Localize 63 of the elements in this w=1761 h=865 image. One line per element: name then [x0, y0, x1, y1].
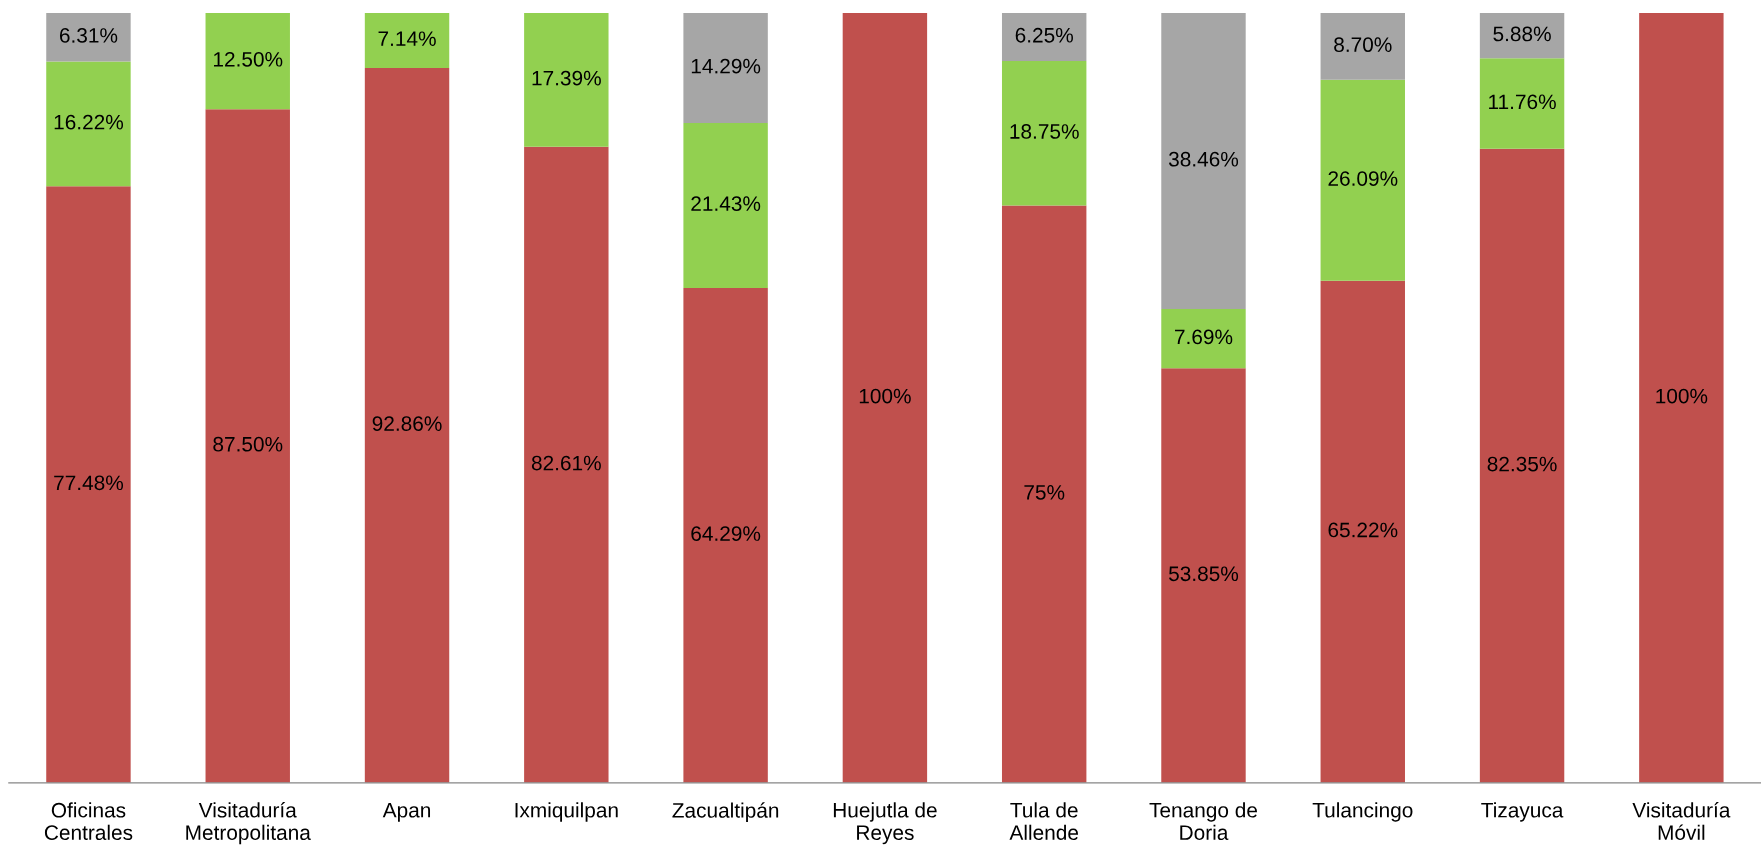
data-label: 75%	[1024, 485, 1065, 500]
x-tick-label: Oficinas Centrales	[44, 802, 133, 841]
data-label: 6.31%	[59, 28, 118, 43]
data-label: 53.85%	[1168, 566, 1239, 582]
x-tick-label: Huejutla de Reyes	[833, 802, 937, 845]
bar	[683, 122, 768, 288]
bar	[1001, 205, 1087, 783]
bar	[524, 12, 609, 147]
data-label: 87.50%	[213, 436, 283, 452]
data-label: 64.29%	[691, 526, 761, 541]
x-tick-label: Tizayuca	[1481, 802, 1564, 822]
bar	[46, 12, 131, 62]
bar	[524, 146, 609, 783]
bar	[842, 12, 928, 783]
bar	[1639, 12, 1724, 783]
data-label: 82.61%	[531, 455, 601, 471]
data-label: 77.48%	[54, 475, 124, 491]
x-tick-label: Zacualtipán	[672, 802, 779, 822]
x-tick-label: Apan	[382, 803, 431, 822]
bar	[683, 12, 768, 123]
bar	[364, 67, 450, 783]
bar	[1320, 12, 1405, 80]
bar	[364, 12, 450, 68]
bar	[46, 61, 131, 187]
data-label: 92.86%	[372, 416, 442, 431]
data-label: 8.70%	[1334, 37, 1392, 53]
bar	[1161, 368, 1246, 783]
bar	[1320, 280, 1405, 783]
bar	[46, 186, 131, 783]
bar	[1161, 309, 1246, 369]
x-tick-label: Tenango de Doria	[1149, 802, 1258, 841]
data-label: 5.88%	[1493, 26, 1551, 42]
data-label: 18.75%	[1010, 124, 1079, 139]
data-label: 17.39%	[532, 70, 601, 86]
bar	[1479, 148, 1565, 783]
data-label: 6.25%	[1015, 27, 1073, 43]
data-label: 100%	[859, 388, 911, 404]
data-label: 82.35%	[1487, 456, 1557, 472]
data-label: 14.29%	[691, 58, 761, 74]
data-label: 26.09%	[1328, 171, 1398, 186]
data-label: 12.50%	[214, 51, 283, 67]
data-label: 16.22%	[54, 114, 124, 130]
bar	[1001, 12, 1087, 62]
bar	[1001, 61, 1087, 206]
bar	[1479, 58, 1565, 149]
x-tick-label: Visitaduría Metropolitana	[186, 802, 311, 845]
x-tick-label: Visitaduría Móvil	[1632, 802, 1731, 841]
x-tick-label: Ixmiquilpan	[515, 802, 618, 822]
data-label: 7.14%	[378, 31, 436, 46]
bar	[205, 109, 290, 783]
data-label: 7.69%	[1175, 329, 1233, 345]
data-label: 21.43%	[691, 196, 761, 211]
x-tick-label: Tulancingo	[1312, 802, 1413, 822]
data-label: 38.46%	[1168, 151, 1239, 167]
x-tick-label: Tula de Allende	[1009, 802, 1079, 841]
bar	[1479, 13, 1565, 59]
data-label: 65.22%	[1328, 522, 1398, 538]
bar	[1161, 12, 1246, 310]
data-label: 100%	[1656, 388, 1708, 404]
bar	[683, 287, 768, 783]
data-label: 11.76%	[1489, 94, 1556, 110]
bar	[1320, 79, 1405, 281]
bar	[205, 12, 290, 110]
